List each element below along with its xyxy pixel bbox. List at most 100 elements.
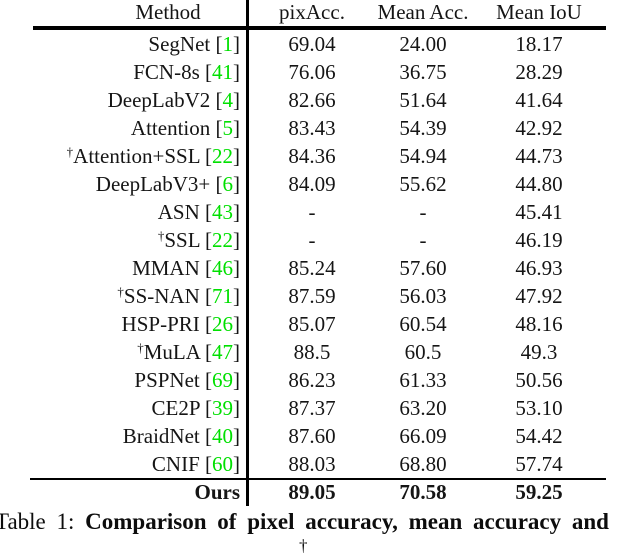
table-row: DeepLabV3+ [6] 84.09 55.62 44.80 xyxy=(0,170,640,198)
method-cell: †MuLA [47] xyxy=(137,340,240,364)
value-cell: 60.54 xyxy=(399,312,447,336)
value-cell: 56.03 xyxy=(399,284,447,308)
citation-link[interactable]: 41 xyxy=(212,60,233,84)
table-header-row: Method pixAcc. Mean Acc. Mean IoU xyxy=(0,0,640,26)
method-cell: DeepLabV3+ [6] xyxy=(95,172,240,196)
value-cell: 54.94 xyxy=(399,144,447,168)
value-cell: 36.75 xyxy=(399,60,447,84)
table-row: †SSL [22] - - 46.19 xyxy=(0,226,640,254)
value-cell: 46.93 xyxy=(515,256,563,280)
citation-link[interactable]: 40 xyxy=(212,424,233,448)
value-cell: 46.19 xyxy=(515,228,563,252)
table-row: DeepLabV2 [4] 82.66 51.64 41.64 xyxy=(0,86,640,114)
method-cell: †Attention+SSL [22] xyxy=(66,144,240,168)
value-cell: 87.59 xyxy=(288,284,336,308)
value-cell: - xyxy=(308,200,316,224)
caption-label: Table 1: xyxy=(0,509,75,534)
value-cell: 24.00 xyxy=(399,32,447,56)
ours-row: Ours 89.05 70.58 59.25 xyxy=(0,480,640,506)
dagger-marker: † xyxy=(137,340,144,355)
citation-link[interactable]: 6 xyxy=(222,172,234,196)
table-row: HSP-PRI [26] 85.07 60.54 48.16 xyxy=(0,310,640,338)
value-cell: - xyxy=(419,200,427,224)
citation-link[interactable]: 43 xyxy=(212,200,233,224)
method-cell: PSPNet [69] xyxy=(134,368,240,392)
value-cell: 88.5 xyxy=(293,340,331,364)
citation-link[interactable]: 4 xyxy=(222,88,234,112)
value-cell: 18.17 xyxy=(515,32,563,56)
method-cell: †SS-NAN [71] xyxy=(117,284,240,308)
value-cell: 68.80 xyxy=(399,452,447,476)
value-cell: 57.60 xyxy=(399,256,447,280)
table-row: CNIF [60] 88.03 68.80 57.74 xyxy=(0,450,640,478)
ours-method-label: Ours xyxy=(194,480,240,504)
value-cell: 85.07 xyxy=(288,312,336,336)
value-cell: 54.39 xyxy=(399,116,447,140)
citation-link[interactable]: 69 xyxy=(212,368,233,392)
value-cell: 63.20 xyxy=(399,396,447,420)
citation-link[interactable]: 1 xyxy=(222,32,234,56)
citation-link[interactable]: 5 xyxy=(222,116,234,140)
value-cell: 84.09 xyxy=(288,172,336,196)
citation-link[interactable]: 47 xyxy=(212,340,233,364)
citation-link[interactable]: 22 xyxy=(212,144,233,168)
citation-link[interactable]: 46 xyxy=(212,256,233,280)
ours-meaniou: 59.25 xyxy=(515,480,563,504)
ours-pixacc: 89.05 xyxy=(288,480,336,504)
value-cell: 69.04 xyxy=(288,32,336,56)
table-row: ASN [43] - - 45.41 xyxy=(0,198,640,226)
col-header-meaniou: Mean IoU xyxy=(496,0,582,24)
value-cell: 50.56 xyxy=(515,368,563,392)
value-cell: 61.33 xyxy=(399,368,447,392)
value-cell: 82.66 xyxy=(288,88,336,112)
ours-rule xyxy=(30,478,606,480)
value-cell: 88.03 xyxy=(288,452,336,476)
table-row: CE2P [39] 87.37 63.20 53.10 xyxy=(0,394,640,422)
results-table: Method pixAcc. Mean Acc. Mean IoU SegNet… xyxy=(0,0,640,506)
ours-meanacc: 70.58 xyxy=(399,480,447,504)
dagger-marker: † xyxy=(157,228,165,243)
method-cell: †SSL [22] xyxy=(157,228,240,252)
method-cell: MMAN [46] xyxy=(132,256,240,280)
value-cell: 49.3 xyxy=(520,340,558,364)
col-header-meanacc: Mean Acc. xyxy=(377,0,469,24)
citation-link[interactable]: 71 xyxy=(212,284,233,308)
value-cell: - xyxy=(308,228,316,252)
value-cell: 86.23 xyxy=(288,368,336,392)
method-cell: ASN [43] xyxy=(157,200,240,224)
value-cell: 55.62 xyxy=(399,172,447,196)
table-body: SegNet [1] 69.04 24.00 18.17 FCN-8s [41] 76.0… xyxy=(0,30,640,478)
method-cell: DeepLabV2 [4] xyxy=(107,88,240,112)
value-cell: 51.64 xyxy=(399,88,447,112)
table-row: †SS-NAN [71] 87.59 56.03 47.92 xyxy=(0,282,640,310)
citation-link[interactable]: 22 xyxy=(212,228,233,252)
citation-link[interactable]: 60 xyxy=(212,452,233,476)
table-row: Attention [5] 83.43 54.39 42.92 xyxy=(0,114,640,142)
dagger-marker: † xyxy=(117,284,124,299)
col-header-pixacc: pixAcc. xyxy=(279,0,345,24)
value-cell: 44.73 xyxy=(515,144,563,168)
value-cell: 47.92 xyxy=(515,284,563,308)
value-cell: 76.06 xyxy=(288,60,336,84)
citation-link[interactable]: 39 xyxy=(212,396,233,420)
value-cell: 44.80 xyxy=(515,172,563,196)
method-cell: FCN-8s [41] xyxy=(133,60,240,84)
method-cell: BraidNet [40] xyxy=(122,424,240,448)
method-cell: CE2P [39] xyxy=(151,396,240,420)
value-cell: 87.60 xyxy=(288,424,336,448)
table-row: MMAN [46] 85.24 57.60 46.93 xyxy=(0,254,640,282)
caption-next-line-dagger-partial: † xyxy=(299,536,308,555)
value-cell: 54.42 xyxy=(515,424,563,448)
value-cell: 85.24 xyxy=(288,256,336,280)
method-cell: HSP-PRI [26] xyxy=(121,312,240,336)
value-cell: 66.09 xyxy=(399,424,447,448)
value-cell: 48.16 xyxy=(515,312,563,336)
value-cell: 53.10 xyxy=(515,396,563,420)
method-cell: Attention [5] xyxy=(130,116,240,140)
value-cell: 42.92 xyxy=(515,116,563,140)
value-cell: 87.37 xyxy=(288,396,336,420)
citation-link[interactable]: 26 xyxy=(212,312,233,336)
value-cell: 57.74 xyxy=(515,452,563,476)
table-row: BraidNet [40] 87.60 66.09 54.42 xyxy=(0,422,640,450)
table-row: PSPNet [69] 86.23 61.33 50.56 xyxy=(0,366,640,394)
